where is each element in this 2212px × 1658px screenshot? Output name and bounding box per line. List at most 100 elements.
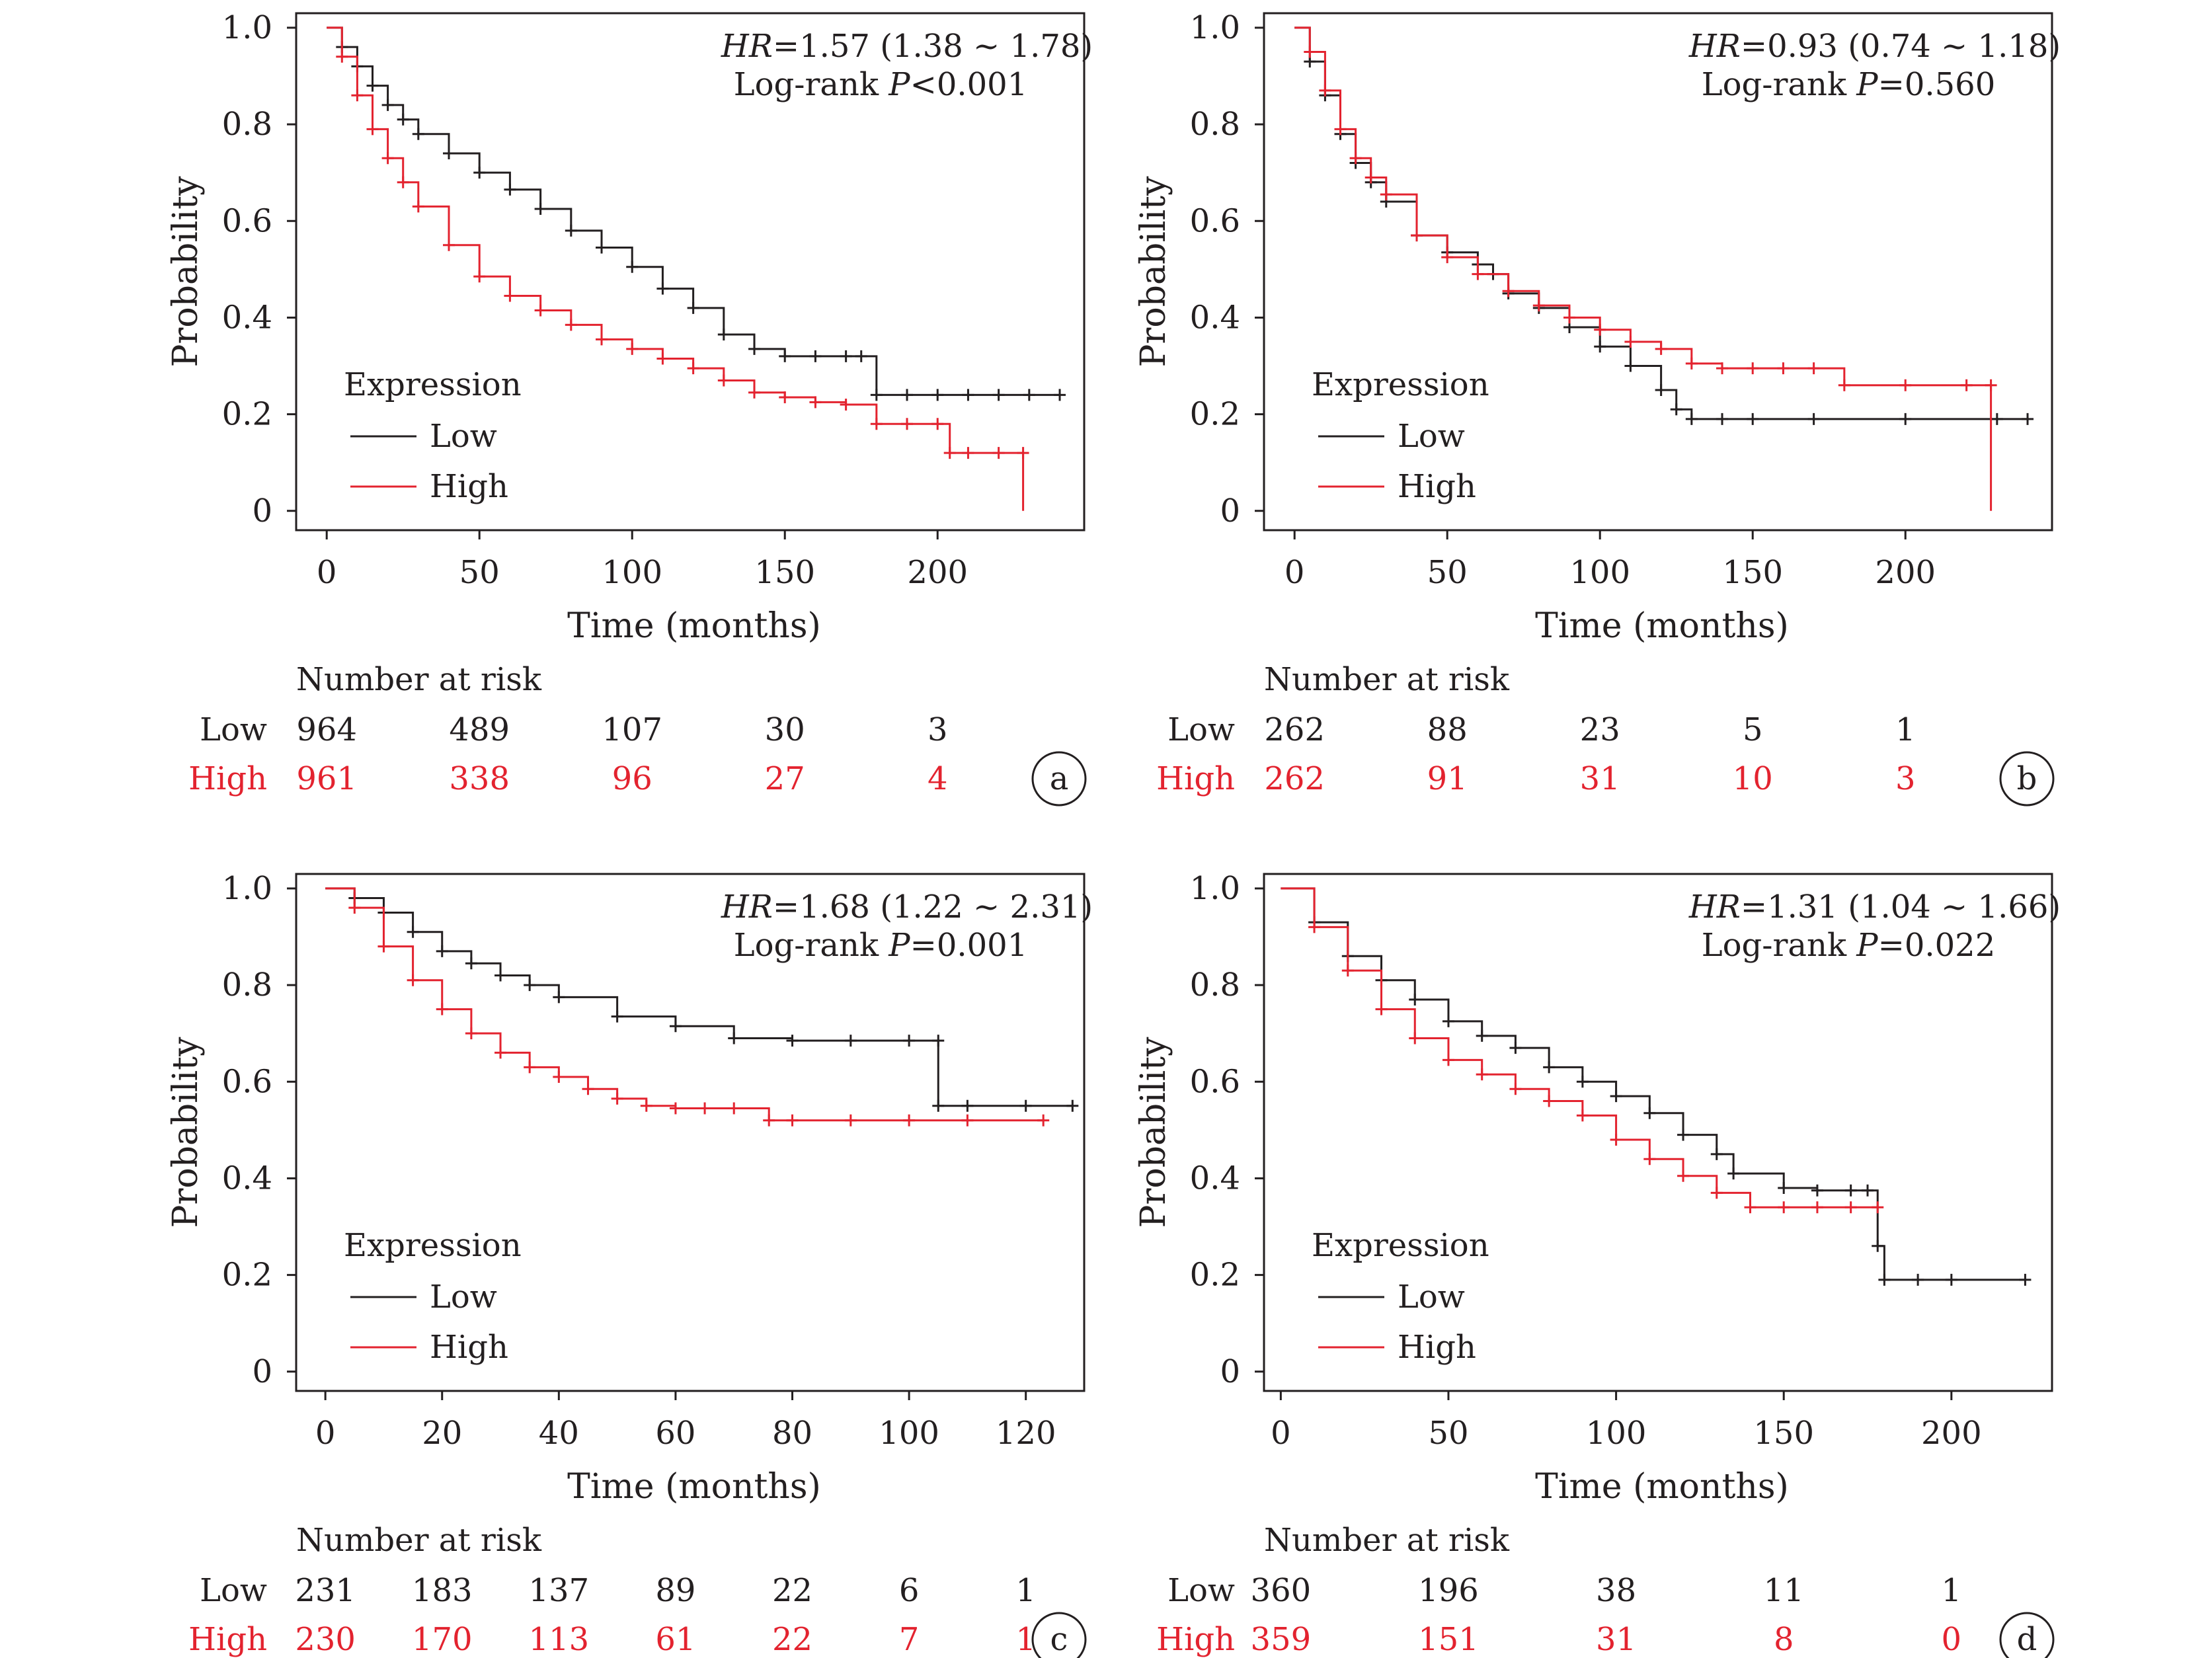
censor-mark xyxy=(626,342,639,355)
risk-count-low: 11 xyxy=(1764,1572,1804,1609)
y-tick-label: 1.0 xyxy=(222,9,272,46)
censor-mark xyxy=(1747,362,1759,375)
censor-mark xyxy=(1727,1167,1740,1180)
legend-label-low: Low xyxy=(430,1279,497,1316)
x-tick-label: 40 xyxy=(539,1415,579,1452)
censor-mark xyxy=(504,183,516,196)
hr-label: HR xyxy=(721,28,773,65)
censor-mark xyxy=(992,447,1005,459)
km-panel-c: 0 0.2 0.4 0.6 0.8 1.0 0 20 40 60 80 100 120 Probabili… xyxy=(166,870,1093,1658)
censor-mark xyxy=(626,260,639,273)
censor-mark xyxy=(1349,152,1362,165)
risk-count-high: 170 xyxy=(412,1621,473,1658)
panel-label: a xyxy=(1050,760,1069,797)
censor-mark xyxy=(656,282,669,295)
censor-mark xyxy=(366,79,379,92)
risk-count-low: 1 xyxy=(1942,1572,1962,1609)
censor-mark xyxy=(381,152,394,165)
censor-mark xyxy=(596,333,608,346)
risk-count-low: 89 xyxy=(655,1572,695,1609)
censor-mark xyxy=(687,362,699,375)
risk-count-low: 38 xyxy=(1596,1572,1636,1609)
censor-mark xyxy=(1778,1182,1790,1195)
x-axis-title: Time (months) xyxy=(1535,1467,1789,1507)
risk-row-label-low: Low xyxy=(200,1572,267,1609)
censor-mark xyxy=(717,374,730,387)
risk-count-high: 113 xyxy=(529,1621,590,1658)
censor-mark xyxy=(786,1035,799,1047)
km-panel-b: 0 0.2 0.4 0.6 0.8 1.0 0 50 100 150 200 Probability T… xyxy=(1134,9,2061,807)
series-high xyxy=(327,26,1029,511)
censor-mark xyxy=(1778,1201,1790,1214)
censor-mark xyxy=(1862,1184,1874,1197)
censor-mark xyxy=(1624,360,1637,372)
censor-mark xyxy=(1563,311,1576,324)
plot-frame xyxy=(295,873,1086,1392)
censor-mark xyxy=(1543,1061,1556,1074)
censor-mark xyxy=(412,128,424,140)
censor-mark xyxy=(1023,389,1035,401)
km-panel-a: 0 0.2 0.4 0.6 0.8 1.0 0 50 100 150 200 Probability T… xyxy=(166,9,1093,807)
p-value: =0.560 xyxy=(1878,66,1996,103)
legend-title: Expression xyxy=(1312,1227,1489,1264)
censor-mark xyxy=(1677,1169,1690,1182)
risk-count-high: 151 xyxy=(1418,1621,1479,1658)
series-high xyxy=(325,887,1050,1126)
y-tick-label: 0.6 xyxy=(1190,1063,1240,1100)
censor-mark xyxy=(669,1020,682,1033)
hr-value: =1.68 (1.22 ~ 2.31) xyxy=(773,888,1093,926)
censor-mark xyxy=(1960,379,1973,391)
hr-label: HR xyxy=(1688,28,1741,65)
y-tick-label: 0.8 xyxy=(1190,967,1240,1004)
hr-label: HR xyxy=(1688,888,1741,926)
y-tick-label: 0.2 xyxy=(1190,1257,1240,1294)
logrank-annotation: Log-rank P<0.001 xyxy=(734,66,1027,103)
logrank-prefix: Log-rank xyxy=(734,927,889,964)
censor-mark xyxy=(1872,1240,1884,1252)
risk-table-heading: Number at risk xyxy=(296,661,542,698)
legend-label-high: High xyxy=(430,468,508,505)
censor-mark xyxy=(1054,389,1066,401)
risk-count-high: 338 xyxy=(449,760,510,797)
legend-label-high: High xyxy=(430,1329,508,1366)
censor-mark xyxy=(1019,1099,1032,1112)
censor-mark xyxy=(534,304,547,317)
censor-mark xyxy=(932,1099,945,1112)
censor-mark xyxy=(1872,1201,1884,1214)
plot-frame xyxy=(1263,12,2053,532)
censor-mark xyxy=(961,1099,974,1112)
censor-mark xyxy=(1476,1029,1488,1042)
logrank-annotation: Log-rank P=0.001 xyxy=(734,927,1027,964)
y-tick-label: 1.0 xyxy=(222,870,272,907)
censor-mark xyxy=(903,1035,916,1047)
risk-count-high: 61 xyxy=(655,1621,695,1658)
logrank-prefix: Log-rank xyxy=(1702,66,1857,103)
censor-mark xyxy=(465,1027,477,1040)
censor-mark xyxy=(1685,357,1698,370)
censor-mark xyxy=(473,167,486,179)
censor-mark xyxy=(844,1114,857,1126)
censor-mark xyxy=(1341,965,1354,977)
legend-label-low: Low xyxy=(1398,418,1465,455)
risk-count-high: 96 xyxy=(612,760,652,797)
x-tick-label: 150 xyxy=(1722,554,1783,591)
panel-label-circle xyxy=(1999,751,2055,807)
censor-mark xyxy=(1844,1184,1857,1197)
panel-label-circle xyxy=(1031,751,1087,807)
risk-count-high: 31 xyxy=(1580,760,1620,797)
censor-mark xyxy=(1066,1099,1079,1112)
x-tick-label: 0 xyxy=(317,554,337,591)
legend-title: Expression xyxy=(1312,366,1489,403)
x-tick-label: 0 xyxy=(1284,554,1305,591)
risk-count-high: 359 xyxy=(1251,1621,1312,1658)
censor-mark xyxy=(553,1070,565,1083)
legend-label-low: Low xyxy=(430,418,497,455)
censor-mark xyxy=(436,1003,448,1015)
risk-count-high: 91 xyxy=(1427,760,1468,797)
y-tick-label: 0.8 xyxy=(222,967,272,1004)
censor-mark xyxy=(1643,1107,1656,1119)
km-panel-d: 0 0.2 0.4 0.6 0.8 1.0 0 50 100 150 200 Probability T… xyxy=(1134,870,2061,1658)
censor-mark xyxy=(1319,84,1331,97)
censor-mark xyxy=(407,926,419,938)
x-tick-label: 100 xyxy=(1569,554,1630,591)
